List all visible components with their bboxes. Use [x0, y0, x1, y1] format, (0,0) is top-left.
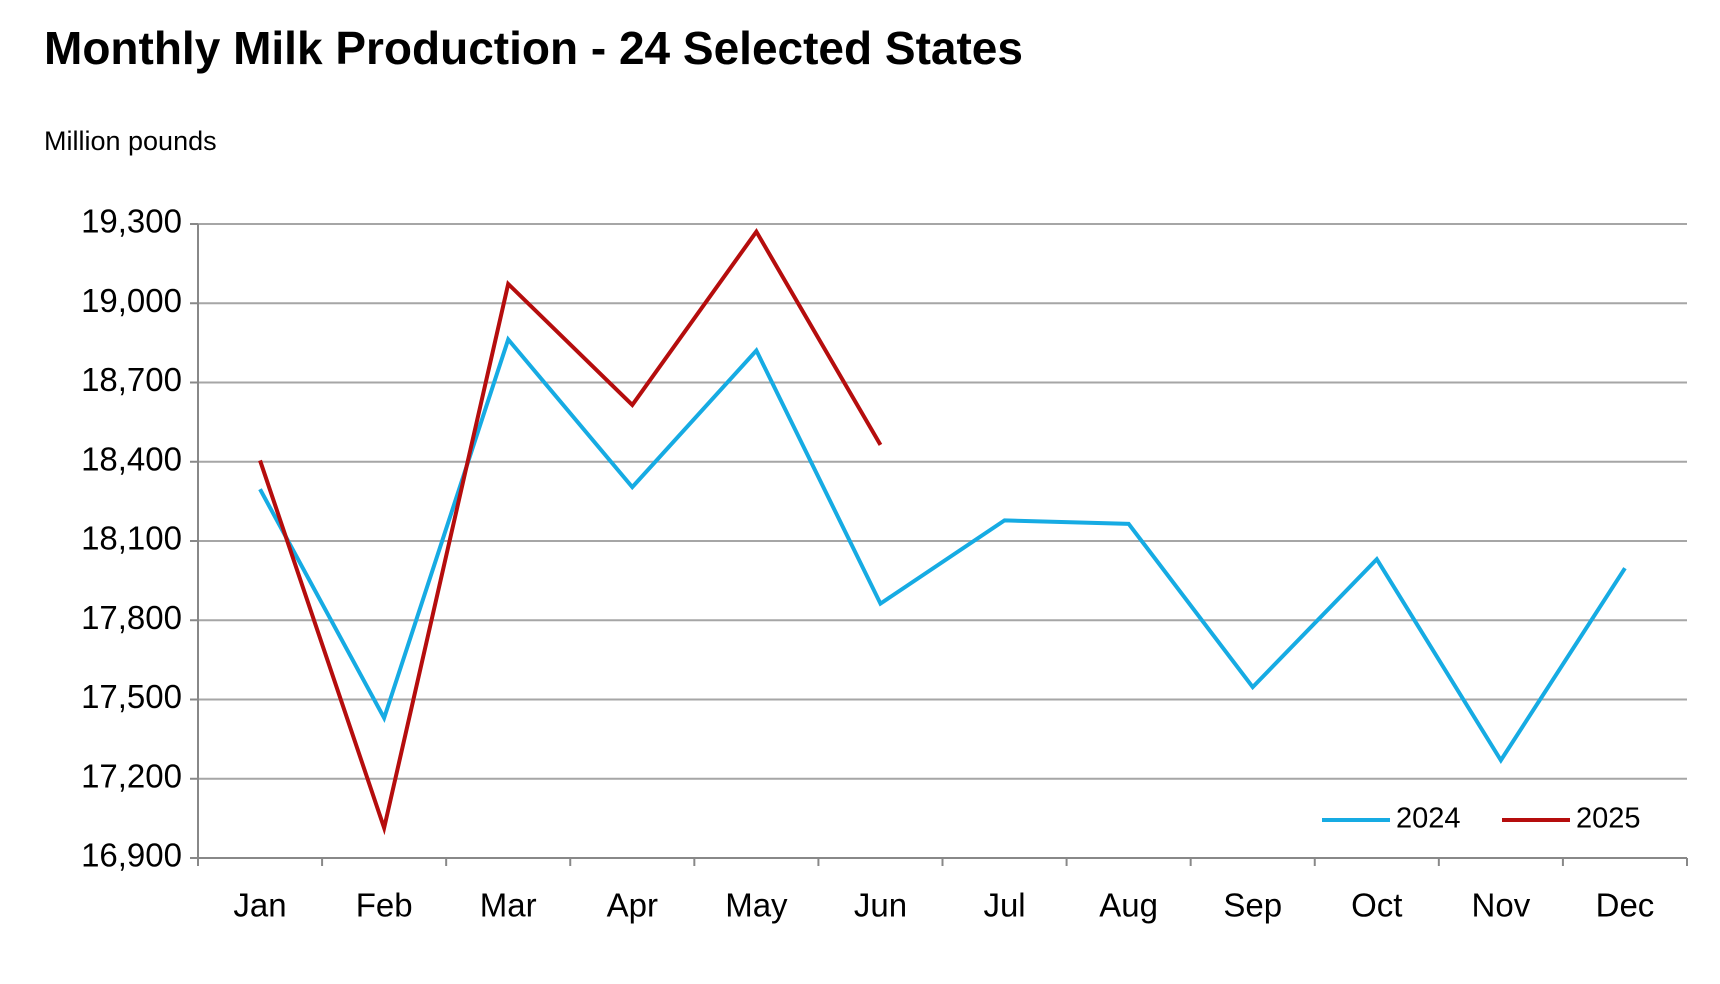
series-line	[258, 335, 1627, 765]
y-tick-label: 19,300	[81, 203, 182, 240]
x-tick-label: Apr	[607, 887, 658, 924]
x-tick-label: Jun	[854, 887, 907, 924]
y-tick-label: 18,100	[81, 520, 182, 557]
legend-label: 2025	[1576, 803, 1641, 835]
series-line	[258, 227, 883, 836]
y-tick-label: 16,900	[81, 837, 182, 874]
legend-label: 2024	[1396, 803, 1461, 835]
y-axis-label: Million pounds	[44, 126, 217, 156]
y-tick-label: 17,800	[81, 599, 182, 636]
x-tick-label: Feb	[356, 887, 413, 924]
y-tick-label: 17,200	[81, 757, 182, 794]
y-tick-label: 18,400	[81, 440, 182, 477]
x-tick-label: Dec	[1596, 887, 1655, 924]
x-tick-label: Nov	[1472, 887, 1531, 924]
chart-title: Monthly Milk Production - 24 Selected St…	[44, 22, 1023, 74]
x-tick-label: Oct	[1351, 887, 1402, 924]
x-tick-label: Aug	[1099, 887, 1158, 924]
x-tick-label: Sep	[1223, 887, 1282, 924]
x-tick-label: May	[725, 887, 788, 924]
x-tick-label: Jul	[983, 887, 1025, 924]
y-tick-label: 19,000	[81, 282, 182, 319]
x-tick-label: Mar	[480, 887, 537, 924]
y-tick-label: 18,700	[81, 361, 182, 398]
x-tick-label: Jan	[233, 887, 286, 924]
y-tick-label: 17,500	[81, 678, 182, 715]
